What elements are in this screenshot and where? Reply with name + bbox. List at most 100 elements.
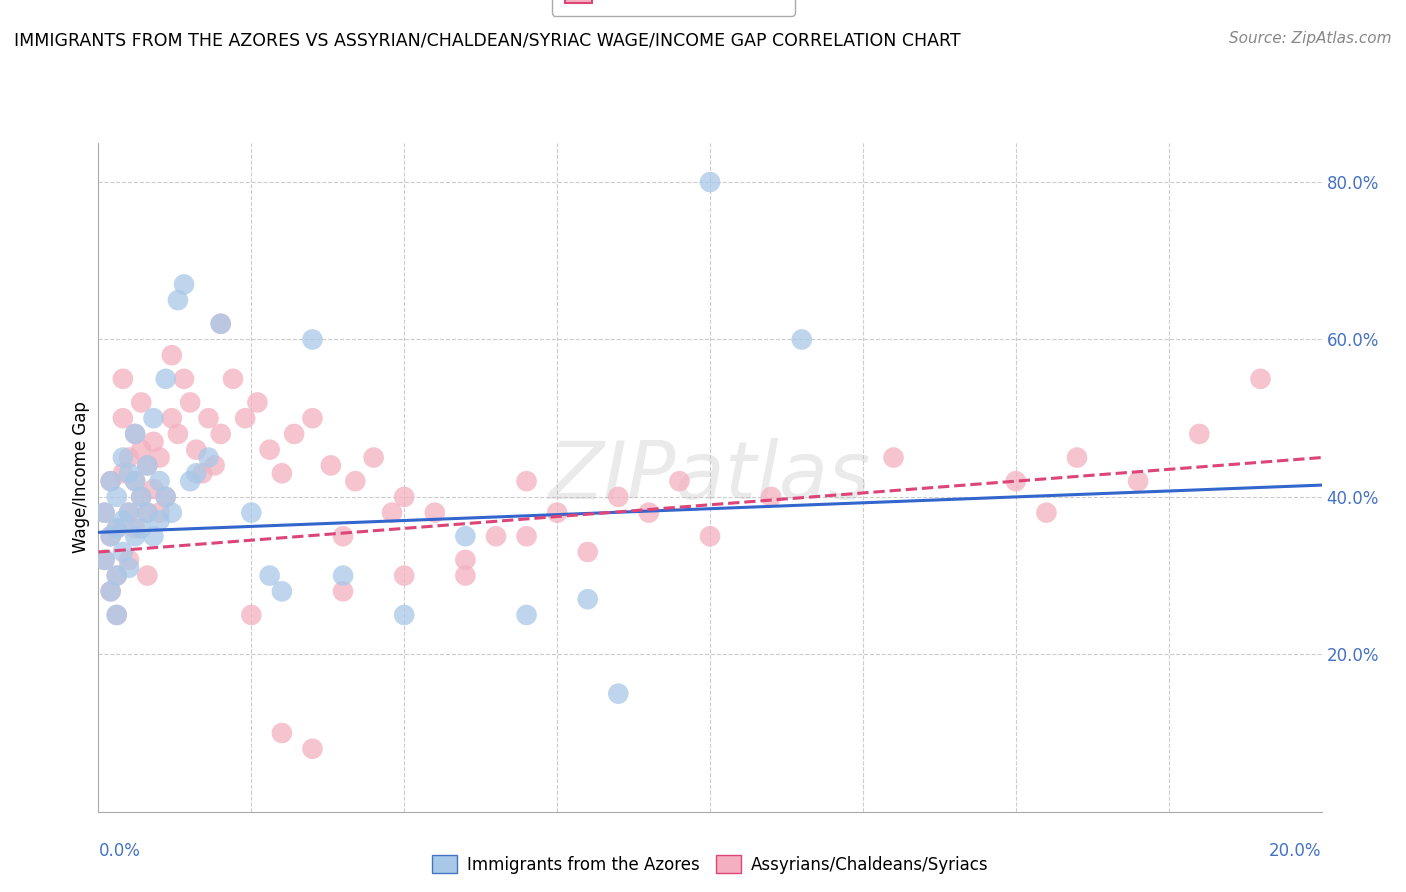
Point (142, 434, 165, 449)
Point (93, 506, 115, 520)
Point (136, 506, 159, 520)
Point (142, 529, 165, 543)
Point (332, 568, 354, 582)
Point (319, 458, 342, 473)
Point (124, 426, 146, 441)
Point (118, 560, 141, 574)
Point (454, 553, 477, 567)
Point (283, 426, 305, 441)
Point (301, 411, 323, 425)
Text: IMMIGRANTS FROM THE AZORES VS ASSYRIAN/CHALDEAN/SYRIAC WAGE/INCOME GAP CORRELATI: IMMIGRANTS FROM THE AZORES VS ASSYRIAN/C… (14, 31, 960, 49)
Point (197, 411, 219, 425)
Point (576, 545, 599, 559)
Point (637, 506, 661, 520)
Point (1004, 474, 1026, 488)
Point (105, 521, 128, 535)
Point (607, 687, 630, 701)
Point (129, 442, 152, 457)
Point (93, 553, 115, 567)
Point (222, 372, 245, 386)
Point (105, 568, 128, 582)
Point (790, 333, 813, 347)
Point (142, 411, 165, 425)
Point (259, 568, 281, 582)
Point (699, 529, 721, 543)
Point (344, 474, 367, 488)
Point (204, 458, 226, 473)
Point (186, 467, 208, 481)
Point (100, 529, 122, 543)
Point (454, 568, 477, 582)
Point (270, 726, 292, 740)
Point (516, 474, 538, 488)
Point (105, 607, 128, 622)
Point (105, 607, 128, 622)
Point (111, 467, 134, 481)
Point (240, 607, 263, 622)
Point (1035, 506, 1057, 520)
Point (209, 426, 232, 441)
Point (301, 333, 323, 347)
Point (136, 506, 159, 520)
Point (485, 529, 508, 543)
Point (1066, 450, 1088, 465)
Point (160, 411, 183, 425)
Text: 20.0%: 20.0% (1270, 842, 1322, 860)
Point (118, 467, 141, 481)
Point (105, 568, 128, 582)
Point (233, 411, 256, 425)
Point (111, 545, 134, 559)
Point (576, 592, 599, 607)
Point (129, 395, 152, 409)
Point (149, 506, 172, 520)
Point (1188, 426, 1211, 441)
Point (160, 348, 183, 362)
Point (392, 607, 416, 622)
Point (111, 411, 134, 425)
Point (111, 450, 134, 465)
Point (546, 506, 568, 520)
Point (423, 506, 446, 520)
Point (392, 490, 416, 504)
Point (173, 277, 195, 292)
Point (270, 467, 292, 481)
Point (124, 426, 146, 441)
Point (179, 474, 201, 488)
Point (186, 442, 208, 457)
Point (179, 395, 201, 409)
Text: ZIPatlas: ZIPatlas (548, 438, 872, 516)
Point (129, 490, 152, 504)
Point (118, 506, 141, 520)
Point (1128, 474, 1150, 488)
Point (118, 553, 141, 567)
Point (167, 426, 190, 441)
Point (246, 395, 269, 409)
Point (1249, 372, 1271, 386)
Point (100, 584, 122, 599)
Point (699, 175, 721, 189)
Point (100, 474, 122, 488)
Point (173, 372, 195, 386)
Point (381, 506, 404, 520)
Point (668, 474, 690, 488)
Point (155, 372, 177, 386)
Point (93, 553, 115, 567)
Point (191, 467, 214, 481)
Point (124, 521, 146, 535)
Point (124, 474, 146, 488)
Point (454, 529, 477, 543)
Point (105, 490, 128, 504)
Point (129, 521, 152, 535)
Point (363, 450, 385, 465)
Point (142, 482, 165, 496)
Point (209, 317, 232, 331)
Point (301, 741, 323, 756)
Point (883, 450, 905, 465)
Point (100, 584, 122, 599)
Point (100, 474, 122, 488)
Point (607, 490, 630, 504)
Point (259, 442, 281, 457)
Point (149, 450, 172, 465)
Point (240, 506, 263, 520)
Point (197, 450, 219, 465)
